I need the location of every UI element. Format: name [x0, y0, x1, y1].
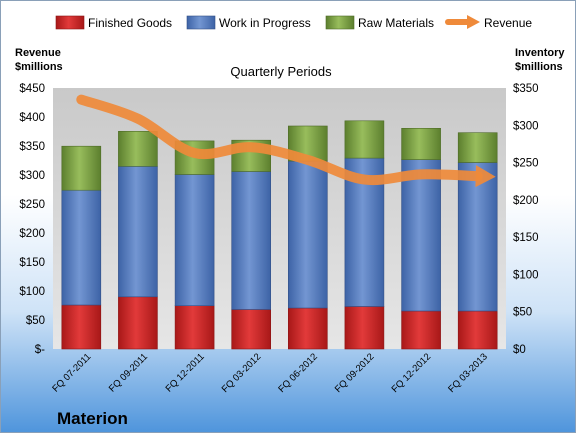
bar-finished-goods-2	[118, 296, 158, 350]
bar-finished-goods-5	[287, 307, 328, 350]
left-axis-title-line1: Revenue	[15, 47, 61, 59]
bar-raw-materials-6	[344, 120, 385, 159]
company-name: Materion	[57, 409, 128, 428]
x-tick-label: FQ 12-2011	[164, 351, 207, 394]
bar-raw-materials-7	[401, 128, 441, 160]
legend-swatch-finished-goods	[55, 15, 85, 30]
x-axis-ticks: FQ 07-2011 FQ 09-2011 FQ 12-2011 FQ 03-2012…	[50, 351, 490, 395]
right-tick-label: $250	[513, 158, 539, 170]
x-tick-label: FQ 07-2011	[50, 351, 93, 394]
legend-swatch-revenue	[445, 15, 480, 29]
left-tick-label: $400	[19, 112, 45, 124]
bar-raw-materials-1	[61, 145, 102, 191]
x-tick-label: FQ 03-2013	[446, 351, 490, 395]
bar-work-in-progress-3	[174, 174, 215, 306]
legend-label-raw-materials: Raw Materials	[358, 16, 434, 30]
right-axis-title-line2: $millions	[515, 61, 563, 73]
x-tick-label: FQ 03-2012	[220, 351, 264, 395]
bar-raw-materials-8	[457, 132, 498, 163]
right-tick-label: $0	[513, 344, 526, 356]
x-tick-label: FQ 09-2011	[107, 351, 150, 394]
legend-label-work-in-progress: Work in Progress	[219, 16, 311, 30]
right-tick-label: $150	[513, 232, 539, 244]
revenue-line	[76, 94, 483, 186]
right-tick-label: $50	[513, 307, 532, 319]
bar-work-in-progress-4	[231, 171, 271, 310]
bar-work-in-progress-5	[287, 160, 328, 309]
left-tick-label: $100	[19, 286, 45, 298]
left-tick-label: $150	[19, 257, 45, 269]
bar-work-in-progress-1	[61, 189, 102, 306]
left-tick-label: $450	[19, 83, 45, 95]
bar-work-in-progress-7	[401, 159, 441, 312]
x-tick-label: FQ 09-2012	[333, 351, 377, 395]
right-tick-label: $350	[513, 83, 539, 95]
bar-finished-goods-7	[401, 310, 441, 350]
bar-finished-goods-3	[174, 305, 215, 350]
right-tick-label: $300	[513, 120, 539, 132]
left-tick-label: $50	[26, 315, 45, 327]
right-axis-title-line1: Inventory	[515, 47, 565, 59]
left-tick-label: $200	[19, 228, 45, 240]
bar-finished-goods-4	[231, 309, 271, 350]
legend-label-finished-goods: Finished Goods	[88, 16, 172, 30]
revenue-line-group	[76, 94, 496, 188]
legend-label-revenue: Revenue	[484, 16, 532, 30]
left-tick-label: $-	[35, 344, 45, 356]
chart-title: Quarterly Periods	[230, 64, 332, 79]
right-axis-ticks: $0 $50 $100 $150 $200 $250 $300 $350	[513, 83, 539, 356]
legend: Finished Goods Work in Progress Raw Mate…	[55, 15, 532, 30]
left-axis-ticks: $- $50 $100 $150 $200 $250 $300 $350 $400 $450	[19, 83, 45, 356]
x-tick-label: FQ 06-2012	[276, 351, 320, 395]
legend-swatch-work-in-progress	[186, 15, 216, 30]
left-tick-label: $350	[19, 141, 45, 153]
bar-finished-goods-1	[61, 304, 102, 350]
bar-work-in-progress-2	[118, 166, 158, 298]
bar-finished-goods-8	[457, 310, 498, 350]
right-tick-label: $200	[513, 195, 539, 207]
bar-finished-goods-6	[344, 306, 385, 350]
legend-swatch-raw-materials	[325, 15, 355, 30]
right-tick-label: $100	[513, 269, 539, 281]
bar-raw-materials-2	[118, 131, 158, 167]
left-tick-label: $300	[19, 170, 45, 182]
left-tick-label: $250	[19, 199, 45, 211]
left-axis-title-line2: $millions	[15, 61, 63, 73]
revenue-arrow-head	[475, 165, 496, 188]
x-tick-label: FQ 12-2012	[390, 351, 434, 395]
